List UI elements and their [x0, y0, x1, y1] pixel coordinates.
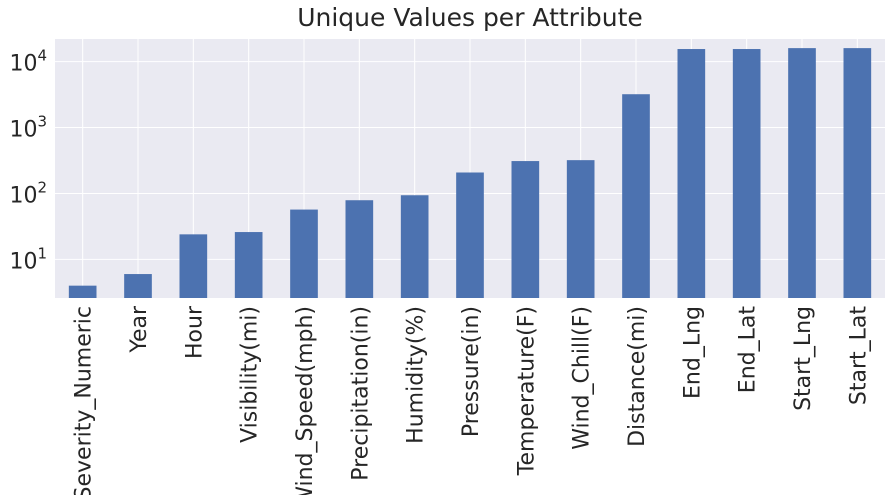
x-tick-label: Start_Lng [791, 306, 816, 411]
y-axis-ticks: 101 102 103 104 [9, 47, 47, 275]
bar [179, 234, 208, 298]
x-tick-label: Visibility(mi) [238, 306, 263, 443]
x-tick-label: Severity_Numeric [72, 306, 97, 495]
x-tick-label: Wind_Chill(F) [570, 306, 595, 450]
bar [456, 172, 484, 298]
x-tick-label: Wind_Speed(mph) [293, 306, 318, 495]
x-tick-label: Distance(mi) [625, 306, 650, 447]
bar [511, 161, 540, 298]
bar [788, 48, 816, 298]
bar [290, 209, 318, 298]
bar [400, 195, 429, 298]
x-tick-label: Humidity(%) [404, 306, 429, 444]
bar [68, 285, 97, 298]
bar [677, 49, 706, 298]
y-tick-label: 104 [9, 47, 47, 77]
x-tick-label: Pressure(in) [459, 306, 484, 437]
x-tick-label: Precipitation(in) [348, 306, 373, 481]
x-tick-label: Year [127, 305, 152, 354]
x-tick-label: Hour [182, 305, 207, 359]
bar [345, 200, 374, 298]
y-tick-label: 103 [9, 113, 47, 143]
bar [843, 48, 872, 298]
bar [732, 49, 761, 298]
bar [566, 160, 595, 298]
y-tick-label: 102 [9, 178, 47, 208]
chart-title: Unique Values per Attribute [297, 3, 643, 32]
bar [622, 94, 650, 298]
bar [234, 232, 263, 298]
x-tick-label: Temperature(F) [514, 306, 539, 476]
y-tick-label: 101 [9, 244, 47, 274]
x-axis-ticks: Severity_Numeric Year Hour Visibility(mi) Wi… [72, 305, 872, 495]
bar [124, 274, 152, 298]
bars [68, 48, 872, 298]
x-tick-label: End_Lng [680, 306, 705, 399]
x-tick-label: Start_Lat [846, 306, 871, 405]
x-tick-label: End_Lat [736, 306, 761, 394]
